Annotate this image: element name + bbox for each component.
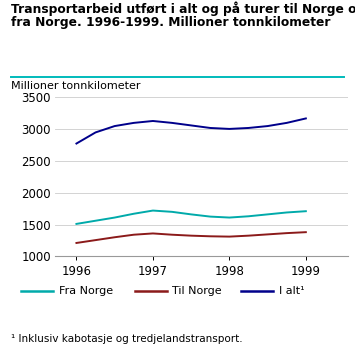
Text: Fra Norge: Fra Norge: [59, 286, 113, 296]
Text: fra Norge. 1996-1999. Millioner tonnkilometer: fra Norge. 1996-1999. Millioner tonnkilo…: [11, 16, 330, 29]
Text: ¹ Inklusiv kabotasje og tredjelandstransport.: ¹ Inklusiv kabotasje og tredjelandstrans…: [11, 334, 242, 344]
Text: Transportarbeid utført i alt og på turer til Norge og: Transportarbeid utført i alt og på turer…: [11, 2, 355, 16]
Text: Til Norge: Til Norge: [172, 286, 222, 296]
Text: I alt¹: I alt¹: [279, 286, 304, 296]
Text: Millioner tonnkilometer: Millioner tonnkilometer: [11, 81, 140, 91]
